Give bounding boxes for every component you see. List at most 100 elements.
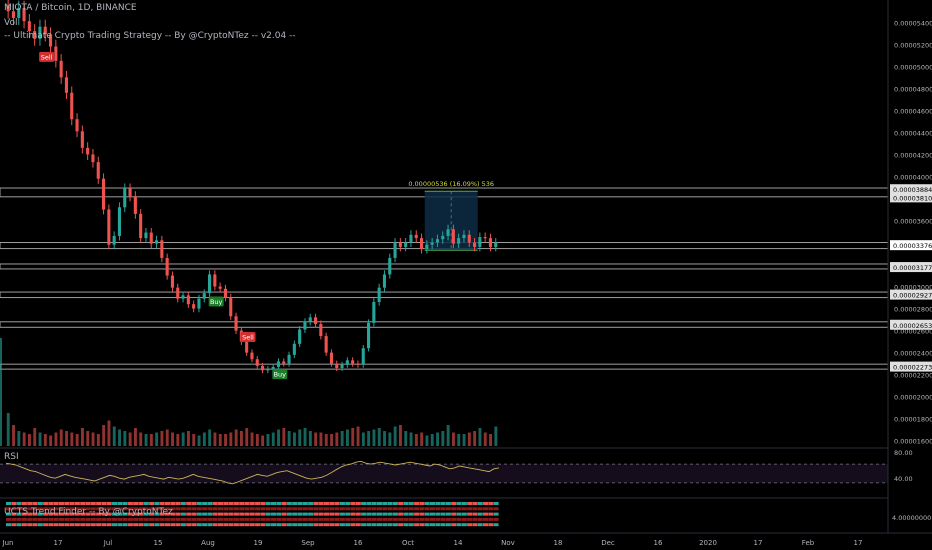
rsi-tick-0: 80.00 [894,449,913,457]
rsi-indicator-label[interactable]: RSI [4,452,19,462]
volume-bar-22 [123,431,127,446]
rsi-panel: 80.00 40.00 [0,447,913,485]
volume-bar-54 [293,432,296,446]
trend-cell-1-3 [11,517,17,521]
price-tick-7: 0.00004000 [894,173,932,181]
trend-cell-63-2 [339,512,345,516]
trend-cell-57-1 [308,507,314,511]
candle-body-43 [234,316,238,331]
candle-body-53 [287,354,291,364]
trend-cell-64-2 [345,512,351,516]
trend-cell-84-4 [451,523,457,527]
rsi-tick-1: 40.00 [894,475,913,483]
candle-body-51 [276,361,280,367]
price-level-badge-4 [890,289,932,300]
symbol-title[interactable]: MIOTA / Bitcoin, 1D, BINANCE [4,3,137,13]
trend-cell-84-3 [451,517,457,521]
trend-cell-19-4 [106,523,112,527]
trend-cell-8-2 [48,512,54,516]
trend-cell-46-2 [249,512,255,516]
candle-body-71 [382,274,386,288]
candle-body-7 [43,26,47,35]
trend-finder-label[interactable]: UCTS Trend Finder -- By @CryptoNTez [4,507,173,517]
trend-cell-82-1 [440,507,446,511]
volume-bar-75 [404,431,408,446]
trend-cell-23-3 [127,517,133,521]
candle-body-14 [80,131,84,148]
volume-bar-39 [213,432,217,446]
trend-cell-32-1 [175,507,181,511]
trend-cell-83-1 [445,507,451,511]
trend-cell-5-0 [32,502,38,505]
strategy-indicator-label[interactable]: -- Ultimate Crypto Trading Strategy -- B… [4,31,296,41]
trend-cell-25-1 [138,507,144,511]
trend-cell-77-4 [414,523,420,527]
measure-label: 0.00000536 (16.09%) 536 [408,180,494,188]
trend-cell-41-2 [223,512,229,516]
trend-cell-47-3 [255,517,261,521]
volume-indicator-label[interactable]: Vol [4,18,18,28]
volume-bar-19 [107,420,111,446]
volume-bar-18 [102,425,106,446]
trend-cell-91-1 [488,507,494,511]
volume-bar-5 [33,428,37,446]
candle-body-38 [208,274,212,294]
candle-body-33 [181,295,185,299]
candle-body-87 [467,234,471,243]
price-level-label-4: 0.00002927 [893,292,932,300]
trend-cell-48-4 [260,523,266,527]
candle-body-18 [102,178,106,210]
trend-cell-55-0 [297,502,303,505]
trend-cell-67-1 [361,507,367,511]
price-tick-14: 0.00002600 [894,328,932,336]
candle-body-48 [261,365,265,371]
trend-cell-27-0 [149,502,155,505]
trend-cell-71-2 [382,512,388,516]
trend-cell-90-3 [483,517,488,521]
trend-cell-75-0 [403,502,409,505]
trend-cell-87-0 [467,502,473,505]
volume-bar-6 [38,432,42,446]
trend-cell-2-1 [16,507,22,511]
trend-cell-11-0 [64,502,70,505]
volume-bar-53 [287,431,291,446]
trend-cell-46-3 [249,517,255,521]
trend-cell-10-0 [59,502,64,505]
time-tick-13: 16 [654,539,663,547]
candle-body-42 [229,297,233,317]
trend-cell-65-4 [350,523,356,527]
trend-cell-2-3 [16,517,22,521]
trend-cell-5-2 [32,512,38,516]
candle-body-21 [117,207,121,236]
trend-cell-43-2 [233,512,239,516]
trend-cell-80-2 [430,512,435,516]
zone-5 [0,363,889,370]
trend-cell-69-1 [371,507,377,511]
trend-cell-36-2 [196,512,202,516]
trend-cell-18-2 [101,512,107,516]
trend-cell-38-4 [207,523,213,527]
volume-bar-73 [393,426,397,446]
candle-body-63 [340,364,344,369]
volume-bar-87 [467,432,471,446]
trend-cell-51-1 [276,507,282,511]
trend-cell-19-0 [106,502,112,505]
trend-cell-26-3 [143,517,149,521]
volume-bar-63 [340,431,344,446]
time-tick-8: Oct [402,539,414,547]
trend-cell-16-4 [90,523,96,527]
trend-cell-29-1 [159,507,165,511]
trend-cell-14-0 [80,502,86,505]
time-tick-6: Sep [301,539,315,547]
trend-cell-67-2 [361,512,367,516]
trend-cell-85-1 [456,507,462,511]
candle-body-32 [176,287,180,299]
trend-cell-39-1 [212,507,218,511]
trend-cell-78-1 [419,507,425,511]
trend-cell-53-4 [286,523,292,527]
candle-body-91 [488,238,492,247]
candle-body-19 [107,209,111,245]
volume-bar-82 [441,431,445,446]
